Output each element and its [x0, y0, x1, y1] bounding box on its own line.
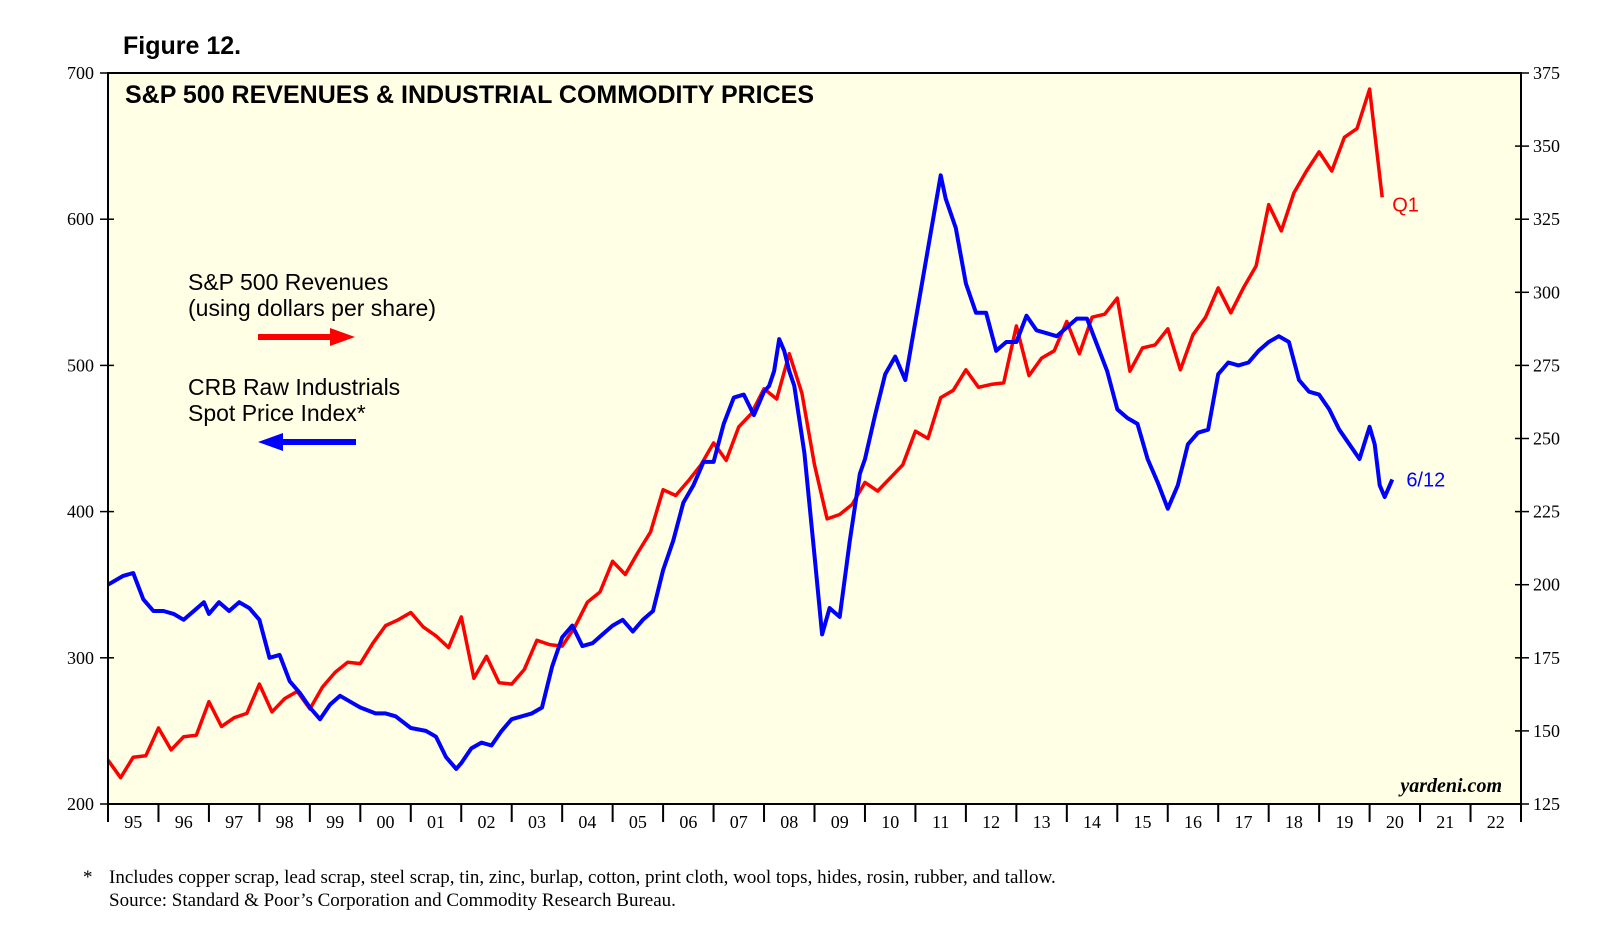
x-tick-label: 98	[276, 812, 294, 832]
x-tick-label: 12	[982, 812, 1000, 832]
y-axis-left: 200 300 400 500 600 700	[67, 63, 108, 814]
x-tick-label: 16	[1184, 812, 1202, 832]
y-right-tick-label: 175	[1533, 648, 1560, 668]
chart-title: S&P 500 REVENUES & INDUSTRIAL COMMODITY …	[125, 81, 814, 109]
y-right-tick-label: 150	[1533, 721, 1560, 741]
x-tick-label: 03	[528, 812, 546, 832]
x-tick-label: 07	[730, 812, 748, 832]
y-left-tick-label: 600	[67, 209, 94, 229]
x-tick-label: 95	[124, 812, 142, 832]
revenues-end-label: Q1	[1392, 194, 1419, 216]
x-tick-label: 02	[477, 812, 495, 832]
y-right-tick-label: 225	[1533, 502, 1560, 522]
y-right-tick-label: 200	[1533, 575, 1560, 595]
x-tick-label: 01	[427, 812, 445, 832]
x-tick-label: 15	[1134, 812, 1152, 832]
legend-revenues-line2: (using dollars per share)	[188, 295, 436, 321]
legend-crb-arrow-head	[258, 433, 283, 451]
x-tick-label: 11	[932, 812, 949, 832]
x-tick-label: 04	[578, 812, 596, 832]
watermark: yardeni.com	[1398, 775, 1502, 797]
x-tick-label: 96	[175, 812, 193, 832]
y-left-tick-label: 400	[67, 502, 94, 522]
series-revenues-line	[106, 87, 1384, 780]
legend-revenues-arrow-head	[330, 328, 355, 346]
crb-end-label: 6/12	[1406, 469, 1445, 491]
plot-area	[108, 73, 1521, 804]
x-tick-label: 99	[326, 812, 344, 832]
y-left-tick-label: 700	[67, 63, 94, 83]
x-tick-label: 10	[881, 812, 899, 832]
y-right-tick-label: 375	[1533, 63, 1560, 83]
x-axis: 95 96 97 98 99 00 01 02 03 04 05 06 07 08 09 10 11 12 13 14…	[107, 804, 1522, 832]
figure-label: Figure 12.	[123, 32, 241, 60]
legend-revenues-line1: S&P 500 Revenues	[188, 269, 388, 295]
x-tick-label: 13	[1033, 812, 1051, 832]
footnote-line2: Source: Standard & Poor’s Corporation an…	[109, 890, 676, 911]
legend-crb-line1: CRB Raw Industrials	[188, 374, 400, 400]
y-left-tick-label: 200	[67, 794, 94, 814]
x-tick-label: 17	[1234, 812, 1252, 832]
x-tick-label: 00	[377, 812, 395, 832]
y-right-tick-label: 125	[1533, 794, 1560, 814]
y-left-tick-label: 500	[67, 355, 94, 375]
x-tick-label: 08	[780, 812, 798, 832]
x-tick-label: 05	[629, 812, 647, 832]
plot-frame	[107, 72, 1522, 805]
x-tick-label: 22	[1487, 812, 1505, 832]
y-axis-right: 125 150 175 200 225 250 275 300 325 350 375	[1521, 63, 1560, 814]
legend: S&P 500 Revenues (using dollars per shar…	[188, 269, 436, 451]
x-tick-label: 14	[1083, 812, 1101, 832]
footnote-marker: *	[83, 867, 93, 888]
x-tick-label: 06	[679, 812, 697, 832]
y-right-tick-label: 275	[1533, 355, 1560, 375]
x-tick-label: 21	[1436, 812, 1454, 832]
y-right-tick-label: 300	[1533, 282, 1560, 302]
x-tick-label: 09	[831, 812, 849, 832]
footnote-line1: Includes copper scrap, lead scrap, steel…	[109, 867, 1056, 888]
y-right-tick-label: 250	[1533, 429, 1560, 449]
y-right-tick-label: 350	[1533, 136, 1560, 156]
x-tick-label: 18	[1285, 812, 1303, 832]
x-tick-label: 20	[1386, 812, 1404, 832]
y-left-tick-label: 300	[67, 648, 94, 668]
x-tick-label: 97	[225, 812, 243, 832]
legend-crb-line2: Spot Price Index*	[188, 400, 366, 426]
series-crb-line	[106, 173, 1395, 771]
x-tick-label: 19	[1335, 812, 1353, 832]
y-right-tick-label: 325	[1533, 209, 1560, 229]
